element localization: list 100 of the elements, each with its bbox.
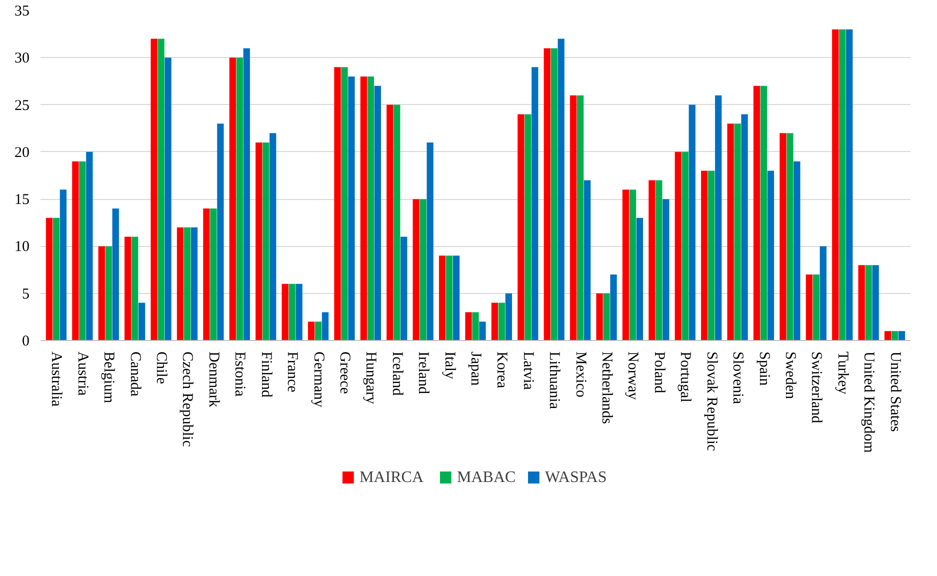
x-tick-label: Australia <box>48 352 64 407</box>
x-tick-label: Canada <box>126 352 143 397</box>
bar <box>282 284 288 340</box>
y-tick-label: 35 <box>14 4 30 20</box>
bar <box>426 142 434 340</box>
bar <box>314 322 322 340</box>
bar <box>446 256 453 340</box>
bar <box>820 246 826 340</box>
bar <box>72 161 79 340</box>
x-tick-label: Denmark <box>205 352 222 408</box>
x-tick-label: United Kingdom <box>860 352 877 454</box>
bar <box>760 86 768 340</box>
bar <box>786 133 794 340</box>
bar <box>688 104 696 340</box>
y-tick-label: 0 <box>22 334 30 350</box>
bar <box>217 124 224 340</box>
bar <box>79 161 86 340</box>
bar <box>132 236 138 340</box>
x-tick-label: Sweden <box>782 352 798 400</box>
bar <box>452 256 460 340</box>
x-tick-label: Chile <box>153 352 170 384</box>
x-tick-label: Hungary <box>362 352 379 404</box>
bar <box>682 152 688 340</box>
x-tick-label: Mexico <box>572 352 588 398</box>
bar <box>150 38 158 340</box>
bar <box>622 190 630 340</box>
x-tick-label: Lithuania <box>546 352 562 410</box>
bar <box>550 48 558 340</box>
x-tick-label: France <box>284 352 300 393</box>
legend-label: MABAC <box>457 469 516 486</box>
y-tick-label: 25 <box>14 98 30 114</box>
bar <box>124 236 132 340</box>
bar <box>524 114 532 340</box>
bar <box>243 48 250 340</box>
y-tick-label: 15 <box>14 192 30 208</box>
x-tick-label: Netherlands <box>598 352 615 424</box>
bar <box>360 76 368 340</box>
bar <box>184 227 191 340</box>
bar <box>498 302 506 340</box>
bar <box>386 104 394 340</box>
bar <box>420 199 426 340</box>
bar <box>505 293 512 340</box>
x-tick-label: Iceland <box>388 352 405 396</box>
bar <box>479 322 486 340</box>
x-tick-label: Norway <box>624 352 641 400</box>
bar <box>898 331 906 340</box>
bar <box>832 29 839 340</box>
bar <box>806 274 812 340</box>
bar <box>176 227 184 340</box>
bar <box>715 95 722 340</box>
bar <box>256 142 262 340</box>
x-tick-label: Portugal <box>677 352 694 402</box>
bar <box>794 161 800 340</box>
x-tick-label: Austria <box>74 352 90 396</box>
x-tick-label: Germany <box>310 352 326 408</box>
y-tick-label: 20 <box>14 144 30 161</box>
x-tick-label: Korea <box>494 352 510 388</box>
x-tick-label: Estonia <box>232 352 248 397</box>
bar <box>780 133 786 340</box>
bar <box>767 170 774 340</box>
bar <box>262 142 270 340</box>
bar <box>872 265 879 340</box>
x-tick-label: Slovenia <box>730 352 746 404</box>
x-tick-label: Ireland <box>415 352 432 394</box>
bar <box>322 312 329 340</box>
bar <box>656 180 662 340</box>
bar <box>734 124 741 340</box>
x-tick-label: Spain <box>756 352 772 386</box>
bar <box>98 246 105 340</box>
x-tick-label: Latvia <box>520 352 536 390</box>
bar <box>288 284 296 340</box>
y-tick-label: 30 <box>14 50 30 67</box>
bar <box>544 48 550 340</box>
bar <box>648 180 656 340</box>
bar <box>846 29 853 340</box>
bar <box>518 114 524 340</box>
x-tick-label: Japan <box>468 352 484 386</box>
bar <box>348 76 355 340</box>
bar <box>105 246 112 340</box>
bar <box>584 180 591 340</box>
bar <box>86 152 93 340</box>
x-tick-label: Slovak Republic <box>703 352 720 452</box>
x-tick-label: Greece <box>336 352 352 394</box>
bar <box>839 29 846 340</box>
bar <box>701 170 708 340</box>
bar <box>394 104 400 340</box>
bar <box>596 293 603 340</box>
bar <box>308 322 315 340</box>
bar <box>138 302 146 340</box>
bar <box>190 227 198 340</box>
bar <box>741 114 748 340</box>
x-tick-label: Poland <box>650 352 667 394</box>
bar <box>367 76 374 340</box>
bar <box>229 58 236 340</box>
bar <box>532 67 538 340</box>
bar <box>708 170 715 340</box>
bar <box>727 124 734 340</box>
bar <box>412 199 420 340</box>
bar <box>603 293 610 340</box>
bar <box>203 208 210 340</box>
